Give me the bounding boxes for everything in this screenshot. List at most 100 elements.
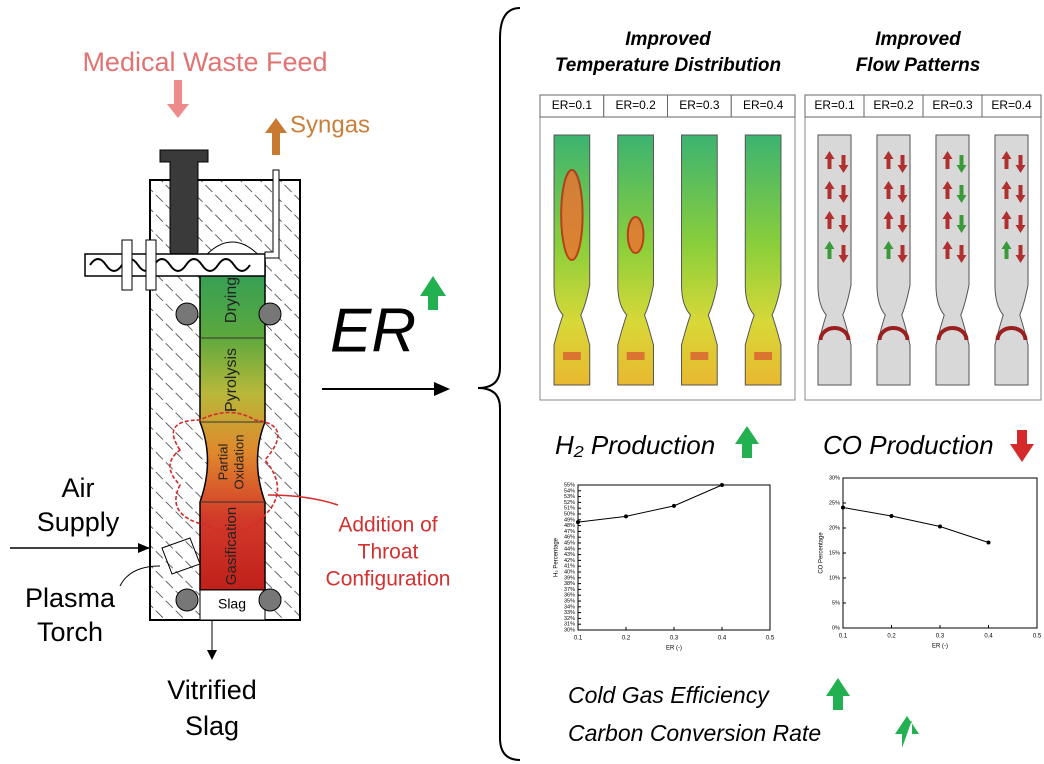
case-label: ER=0.3 (679, 98, 720, 112)
y-tick-label: 40% (564, 569, 575, 575)
throat-band (562, 352, 581, 360)
panel-title: Temperature Distribution (555, 55, 781, 76)
torch-label: Plasma (25, 583, 116, 613)
line (842, 507, 989, 543)
flow-arrow (1001, 151, 1012, 169)
y-tick-label: 15% (829, 550, 840, 556)
flow-arrow (942, 241, 953, 259)
point (720, 483, 724, 487)
y-tick-label: 48% (564, 523, 575, 529)
y-tick-label: 0% (832, 625, 840, 631)
point (841, 505, 845, 510)
case-header (730, 94, 796, 118)
er-up-arrow (420, 276, 446, 310)
y-tick-label: 30% (829, 475, 840, 481)
zone-label: Drying (223, 277, 240, 323)
line (577, 484, 723, 523)
y-tick-label: 54% (564, 488, 575, 494)
x-tick-label: 0.1 (574, 636, 583, 642)
air-arrowhead (138, 543, 150, 553)
y-tick-label: 46% (564, 535, 575, 541)
reactor: Medical Waste Feed Slag Drying Pyrolysis… (10, 47, 450, 741)
flow-arrow (1001, 211, 1012, 229)
flow-arrow (1001, 241, 1012, 259)
point (889, 514, 894, 518)
y-axis-label: H₂ Percentage (554, 537, 560, 577)
temp-tube (744, 134, 782, 386)
x-tick-label: 0.4 (718, 636, 727, 642)
flow-arrow (883, 241, 894, 259)
y-tick-label: 38% (564, 581, 575, 587)
slag-out-label: Vitrified (167, 675, 257, 705)
flange (145, 239, 157, 291)
flow-arrow (942, 151, 953, 169)
y-tick-label: 52% (564, 500, 575, 506)
y-tick-label: 45% (564, 540, 575, 546)
er-arrowhead (434, 382, 450, 396)
temp-tube (617, 134, 654, 386)
bolt (258, 588, 282, 612)
hot-zone (626, 216, 645, 254)
x-axis-label: ER (-) (932, 644, 948, 650)
flow-arrow (956, 155, 967, 173)
vortex (818, 326, 851, 341)
x-tick-label: 0.4 (984, 634, 993, 640)
slag-out-label: Slag (185, 711, 239, 741)
flow-arrow (883, 211, 894, 229)
slag-box (199, 589, 266, 621)
flow-arrow (838, 185, 849, 203)
y-tick-label: 49% (564, 517, 575, 523)
plot-frame (842, 477, 1038, 629)
flow-arrow (824, 241, 835, 259)
zone-label: Oxidation (231, 435, 246, 490)
flow-arrow (956, 245, 967, 263)
flow-arrow (1015, 155, 1026, 173)
y-tick-label: 34% (564, 604, 575, 610)
down-arrow (1010, 430, 1034, 462)
up-arrow (895, 716, 919, 748)
screw (89, 258, 251, 272)
y-tick-label: 41% (564, 564, 575, 570)
x-tick-label: 0.5 (1033, 634, 1042, 640)
torch (161, 537, 201, 575)
y-tick-label: 36% (564, 593, 575, 599)
flange (121, 239, 133, 291)
chart-title: CO Production (823, 430, 994, 460)
case-header (981, 94, 1042, 118)
flow-arrow (897, 215, 908, 233)
x-tick-label: 0.3 (936, 634, 945, 640)
flow-arrow (897, 155, 908, 173)
screw-housing (84, 253, 266, 277)
point (672, 503, 676, 508)
flow-arrow (838, 155, 849, 173)
flow-tube (935, 134, 970, 386)
y-tick-label: 35% (564, 598, 575, 604)
flow-arrow (897, 185, 908, 203)
x-tick-label: 0.1 (839, 634, 848, 640)
up-arrow (735, 426, 759, 458)
x-tick-label: 0.2 (622, 636, 631, 642)
flow-arrow (942, 181, 953, 199)
y-tick-label: 47% (564, 529, 575, 535)
throat-leader (267, 494, 339, 506)
torch-leader (119, 565, 161, 587)
flow-arrow (942, 211, 953, 229)
flow-arrow (824, 181, 835, 199)
flow-tube (876, 134, 911, 386)
zone-label: Partial (215, 443, 230, 480)
temp-tube (681, 134, 718, 386)
flow-tube (994, 134, 1029, 386)
flow-arrow (956, 215, 967, 233)
y-tick-label: 50% (564, 511, 575, 517)
y-tick-label: 37% (564, 587, 575, 593)
throat-band (690, 352, 709, 360)
vortex (936, 326, 969, 341)
flow-arrow (897, 245, 908, 263)
flow-arrow (838, 215, 849, 233)
flow-arrow (1015, 215, 1026, 233)
flow-arrow (1015, 185, 1026, 203)
brace (477, 7, 521, 761)
outcome: Carbon Conversion Rate (568, 720, 821, 746)
y-tick-label: 39% (564, 575, 575, 581)
flow-arrow (824, 151, 835, 169)
